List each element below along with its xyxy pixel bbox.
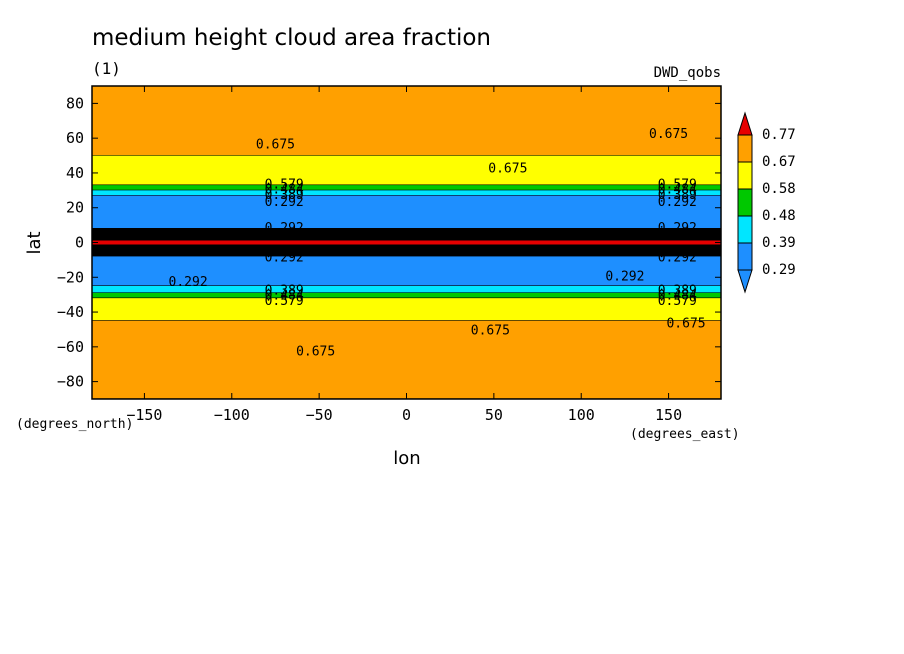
contour-label: 0.675 [649,127,688,142]
y-tick-label: 0 [75,234,84,252]
contour-label: 0.292 [605,270,644,285]
contour-band-3 [92,190,721,196]
contour-label: 0.675 [256,137,295,152]
y-tick-label: 80 [66,94,84,112]
contour-label: 0.579 [265,177,304,192]
y-axis: 80 60 40 20 0 −20 −40 −60 −80 [57,94,721,391]
x-tick-label: −150 [126,406,162,424]
contour-label: 0.292 [658,250,697,265]
contour-label: 0.292 [169,275,208,290]
x-tick-label: −100 [214,406,250,424]
x-tick-label: 50 [485,406,503,424]
contour-label: 0.389 [265,283,304,298]
contour-label: 0.484 [265,183,304,198]
y-axis-label: lat [24,231,45,254]
contour-label: 0.484 [658,289,697,304]
contour-label: 0.484 [658,183,697,198]
y-tick-label: 40 [66,164,84,182]
colorbar-over-triangle [737,111,753,136]
contour-label: 0.579 [658,294,697,309]
colorbar-label: 0.58 [762,181,796,197]
y-tick-label: −40 [57,303,84,321]
contour-label: 0.389 [658,283,697,298]
colorbar: 0.77 0.67 0.58 0.48 0.39 0.29 [737,111,796,294]
colorbar-swatch [737,161,753,190]
y-tick-label: −20 [57,268,84,286]
contour-band-7 [92,285,721,293]
contour-band-8 [92,292,721,299]
colorbar-swatch [737,215,753,244]
contour-band-6 [92,256,721,286]
x-tick-label: 0 [402,406,411,424]
contour-label: 0.484 [265,289,304,304]
contour-plot-area: 0.6750.6750.6750.5790.4840.3890.2920.579… [92,86,721,399]
contour-label: 0.292 [265,221,304,236]
contour-label: 0.389 [658,188,697,203]
contour-label: 0.292 [658,221,697,236]
y-tick-label: 20 [66,199,84,217]
contour-band-2 [92,185,721,191]
y-tick-label: 60 [66,129,84,147]
colorbar-swatch [737,188,753,217]
contour-band-1 [92,155,721,186]
colorbar-label: 0.39 [762,235,796,251]
contour-label: 0.579 [265,294,304,309]
colorbar-label: 0.29 [762,262,796,278]
contour-band-4 [92,195,721,229]
contour-band-10 [92,320,721,399]
contour-label: 0.389 [265,188,304,203]
contour-band-0 [92,86,721,156]
contour-label: 0.292 [658,195,697,210]
contour-label: 0.675 [471,323,510,338]
contour-label: 0.579 [658,177,697,192]
colorbar-label: 0.67 [762,154,796,170]
contour-band-9 [92,298,721,321]
x-units-label: (degrees_east) [630,427,740,442]
source-label: DWD_qobs [654,65,721,81]
chart-subtitle: (1) [92,59,121,78]
colorbar-label: 0.48 [762,208,796,224]
y-tick-label: −80 [57,373,84,391]
contour-label: 0.292 [265,250,304,265]
y-units-label: (degrees_north) [16,417,133,432]
colorbar-under-triangle [737,269,753,294]
contour-label: 0.675 [666,316,705,331]
chart-title: medium height cloud area fraction [92,25,491,51]
x-tick-label: −50 [306,406,333,424]
x-tick-label: 150 [655,406,682,424]
x-axis: −150 −100 −50 0 50 100 150 [126,86,682,424]
y-tick-label: −60 [57,338,84,356]
colorbar-swatch [737,242,753,271]
equator-max-band [92,240,721,245]
contour-label: 0.675 [296,344,335,359]
colorbar-swatch [737,134,753,163]
colorbar-label: 0.77 [762,127,796,143]
contour-label: 0.675 [488,162,527,177]
x-axis-label: lon [393,448,420,469]
contour-label: 0.292 [265,195,304,210]
x-tick-label: 100 [568,406,595,424]
